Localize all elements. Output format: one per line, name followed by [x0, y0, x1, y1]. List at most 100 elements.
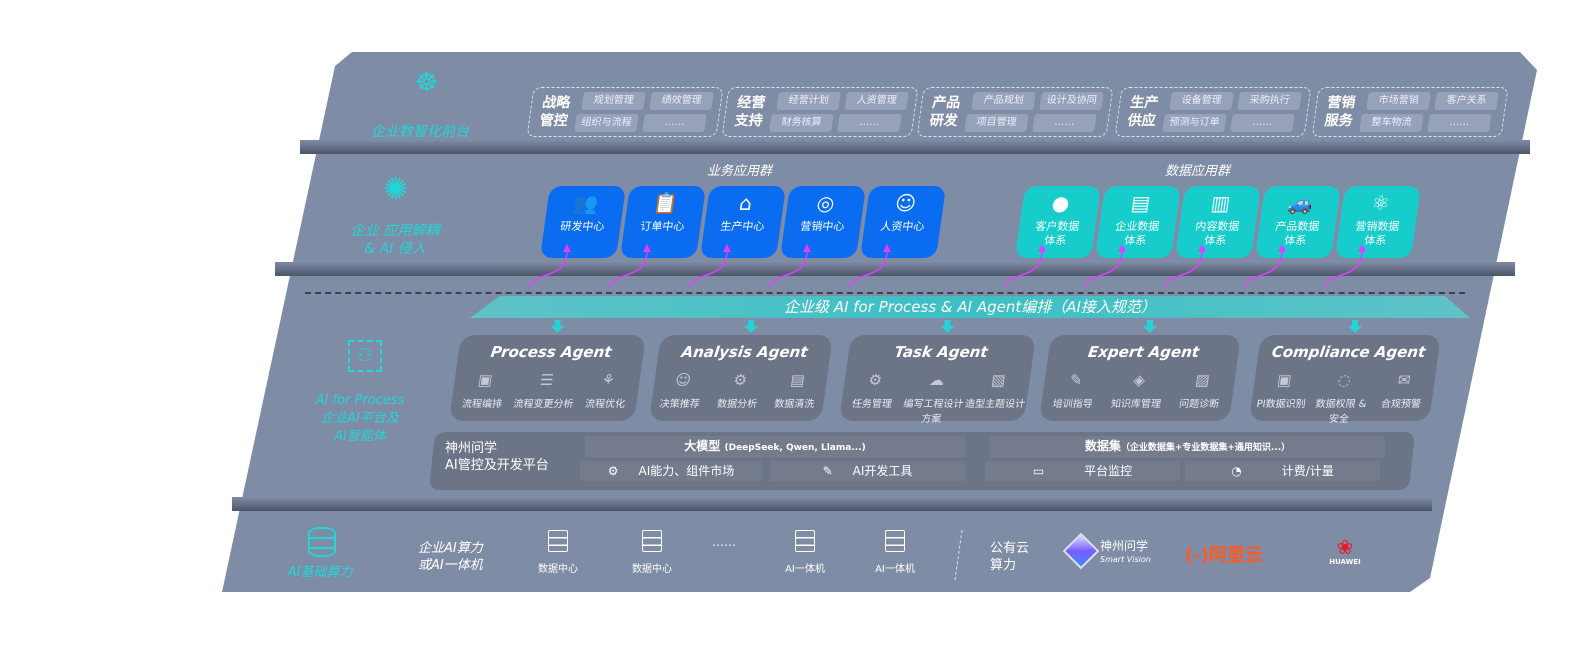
arrow-head	[563, 244, 571, 252]
agent-card[interactable]: Expert Agent ✎ 培训指导 ◈ 知识库管理 ▨ 问题诊断	[1038, 335, 1242, 421]
capability-label: 流程编排	[461, 399, 503, 410]
apps-label: 企业 应用解耦 & AI 侵入	[350, 223, 440, 257]
dataset-item[interactable]: ▭ 平台监控	[985, 461, 1180, 481]
vendor-subtitle: Smart Vision	[1100, 555, 1151, 564]
capability-icon: ⚘	[600, 371, 617, 389]
server-item: 数据中心	[538, 530, 578, 575]
business-apps-title: 业务应用群	[707, 164, 773, 179]
down-arrow-icon	[940, 320, 955, 333]
connector-arrow	[848, 249, 888, 288]
agent-card[interactable]: Task Agent ⚙ 任务管理 ☁ 编写工程设计方案 ▧ 造型主题设计	[838, 335, 1037, 425]
capability-icon: ◌	[1336, 371, 1353, 389]
server-icon	[548, 530, 568, 552]
private-compute-label: 或AI一体机	[418, 558, 483, 573]
arrow-head	[883, 244, 891, 252]
agent-capability: ▧ 造型主题设计	[964, 371, 1031, 410]
arrow-head	[1198, 244, 1206, 252]
capability-label: 合规预警	[1380, 399, 1422, 410]
model-item-label: AI开发工具	[852, 464, 913, 478]
capability-label: 问题诊断	[1178, 399, 1220, 410]
compute-label: AI基础算力	[287, 565, 353, 580]
capability-label: 任务管理	[851, 399, 893, 410]
server-item: 数据中心	[632, 530, 672, 575]
agent-capability: ☁ 编写工程设计方案	[900, 371, 969, 425]
arrow-head	[1038, 244, 1046, 252]
connector-arrow	[1083, 249, 1123, 288]
down-arrow-icon	[1348, 320, 1362, 333]
capability-label: 数据分析	[716, 399, 758, 410]
front-label: 企业数智化前台	[371, 124, 469, 140]
huawei-logo: ❀ HUAWEI	[1325, 536, 1365, 566]
ai-label-line: 企业AI平台及	[321, 411, 399, 426]
server-icon	[885, 530, 905, 552]
capability-icon: ◈	[1132, 371, 1147, 389]
model-item[interactable]: ⚙ AI能力、组件市场	[580, 461, 762, 481]
model-item[interactable]: ✎ AI开发工具	[770, 461, 965, 481]
agent-capability: ▨ 问题诊断	[1167, 371, 1235, 410]
aliyun-bracket-icon: (-)	[1185, 545, 1209, 566]
dataset-note: （企业数据集+专业数据集+通用知识...）	[1120, 443, 1291, 453]
market-icon: ⚙	[607, 464, 619, 478]
layer-divider	[232, 497, 1432, 511]
vendor-name: 阿里云	[1208, 545, 1263, 566]
connector-arrow	[1243, 249, 1283, 288]
capability-label: 造型主题设计	[964, 399, 1026, 410]
arrow-head	[1118, 244, 1126, 252]
capability-icon: ▨	[1194, 371, 1211, 389]
capability-icon: ⚙	[867, 371, 884, 389]
huawei-petals-icon: ❀	[1336, 535, 1354, 559]
platform-title: 神州问学	[445, 441, 498, 456]
server-icon	[642, 530, 662, 552]
face-scan-icon: ⚇	[348, 340, 382, 372]
dashed-divider	[305, 292, 1465, 294]
agent-card[interactable]: Compliance Agent ▣ PI数据识别 ◌ 数据权限 & 安全 ✉ 合规预警	[1248, 335, 1442, 425]
capability-label: 培训指导	[1051, 399, 1094, 410]
agent-capability: ▣ 流程编排	[451, 371, 518, 410]
agent-capability: ☰ 流程变更分析	[512, 371, 579, 410]
database-icon	[308, 527, 336, 557]
capability-label: PI数据识别	[1255, 399, 1307, 410]
agent-capability: ⚘ 流程优化	[574, 371, 641, 410]
agent-capability: ▤ 数据清洗	[765, 371, 827, 410]
dataset-item-label: 计费/计量	[1281, 464, 1334, 478]
capability-label: 编写工程设计方案	[902, 399, 965, 425]
down-arrow-icon	[1143, 320, 1157, 333]
agent-capability: ✎ 培训指导	[1041, 371, 1109, 410]
arrow-head	[803, 244, 811, 252]
agent-capability: ✉ 合规预警	[1370, 371, 1435, 410]
layer-divider	[275, 262, 1515, 276]
connector-arrow	[768, 249, 808, 288]
capability-label: 数据清洗	[773, 399, 815, 410]
capability-icon: ✉	[1396, 371, 1412, 389]
arrow-head	[1278, 244, 1286, 252]
agent-name: Compliance Agent	[1270, 343, 1427, 361]
capability-label: 数据权限 & 安全	[1314, 399, 1368, 425]
agent-card[interactable]: Process Agent ▣ 流程编排 ☰ 流程变更分析 ⚘ 流程优化	[448, 335, 647, 421]
dataset-header: 数据集（企业数据集+专业数据集+通用知识...）	[990, 436, 1385, 458]
capability-icon: ▧	[990, 371, 1007, 389]
server-item: AI一体机	[785, 530, 825, 575]
agent-name: Task Agent	[893, 343, 989, 361]
down-arrow-icon	[744, 320, 758, 333]
connector-arrow	[608, 249, 648, 288]
agent-capability: ⚙ 任务管理	[841, 371, 908, 410]
connector-arrow	[1003, 249, 1043, 288]
agent-capability: ◈ 知识库管理	[1104, 371, 1172, 410]
arrow-head	[723, 244, 731, 252]
dataset-item[interactable]: ◔ 计费/计量	[1185, 461, 1380, 481]
capability-icon: ☁	[928, 371, 946, 389]
model-header: 大模型 (DeepSeek, Qwen, Llama...)	[585, 436, 965, 458]
vendor-name: HUAWEI	[1329, 558, 1361, 566]
capability-icon: ▣	[476, 371, 494, 389]
agent-capability: ☺ 决策推荐	[651, 371, 713, 410]
capability-label: 流程变更分析	[512, 399, 575, 410]
capability-icon: ☺	[674, 371, 693, 389]
server-label: AI一体机	[785, 564, 825, 575]
aliyun-logo: (-)阿里云	[1185, 541, 1263, 567]
molecule-icon: ✺	[383, 172, 409, 207]
arrow-head	[643, 244, 651, 252]
capability-label: 流程优化	[584, 399, 626, 410]
agent-card[interactable]: Analysis Agent ☺ 决策推荐 ⚙ 数据分析 ▤ 数据清洗	[648, 335, 834, 421]
capability-icon: ▤	[789, 371, 806, 389]
platform-subtitle: AI管控及开发平台	[445, 458, 549, 473]
